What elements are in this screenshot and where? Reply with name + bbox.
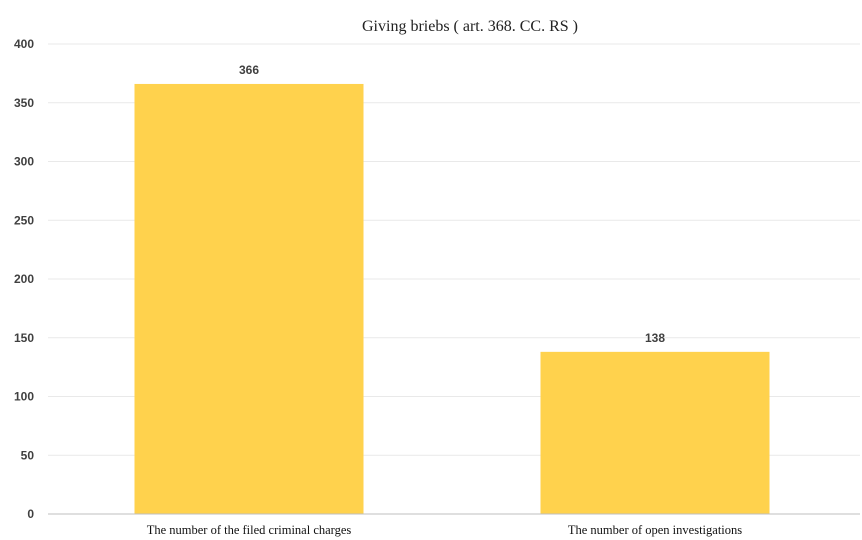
x-tick-label: The number of open investigations [568, 523, 742, 537]
y-tick-label: 150 [14, 331, 34, 345]
y-tick-label: 0 [27, 507, 34, 521]
bars [134, 83, 770, 514]
bar [540, 351, 770, 514]
y-tick-label: 200 [14, 272, 34, 286]
x-tick-label: The number of the filed criminal charges [147, 523, 352, 537]
data-label: 138 [645, 331, 665, 345]
y-tick-label: 350 [14, 96, 34, 110]
y-tick-label: 300 [14, 155, 34, 169]
y-tick-label: 50 [21, 448, 35, 462]
y-tick-label: 100 [14, 390, 34, 404]
data-labels: 366 138 [239, 63, 665, 345]
bar [134, 83, 364, 514]
x-axis: The number of the filed criminal charges… [48, 513, 860, 537]
chart-title: Giving briebs ( art. 368. CC. RS ) [362, 18, 578, 35]
y-axis: 0 50 100 150 200 250 300 350 400 [14, 37, 34, 521]
y-tick-label: 400 [14, 37, 34, 51]
y-tick-label: 250 [14, 213, 34, 227]
data-label: 366 [239, 63, 259, 77]
